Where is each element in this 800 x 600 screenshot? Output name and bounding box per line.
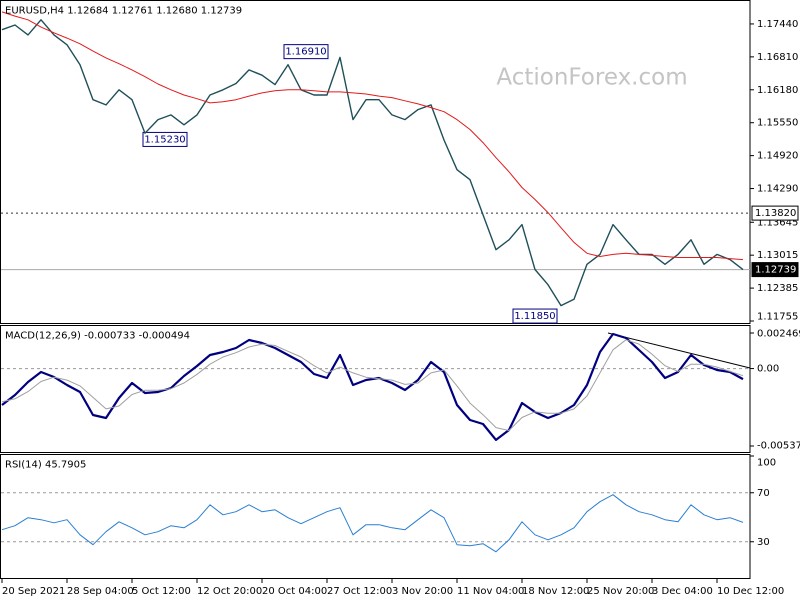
macd-trendline xyxy=(607,332,751,369)
y-tick-label: 1.13645 xyxy=(757,217,798,228)
series-line xyxy=(1,332,744,441)
annotation-box xyxy=(142,131,188,147)
x-tick-label: 3 Dec 04:00 xyxy=(652,586,713,597)
x-tick-label: 20 Oct 04:00 xyxy=(262,586,327,597)
y-tick-label: 70 xyxy=(757,488,770,499)
x-tick-label: 10 Dec 12:00 xyxy=(717,586,784,597)
x-tick-label: 11 Nov 04:00 xyxy=(457,586,524,597)
x-tick-label: 18 Nov 12:00 xyxy=(522,586,589,597)
y-tick-label: 1.11755 xyxy=(757,312,798,323)
series-line xyxy=(1,19,744,307)
series-line xyxy=(1,494,744,553)
panel-title: MACD(12,26,9) -0.000733 -0.000494 xyxy=(5,331,190,342)
x-tick-label: 28 Sep 04:00 xyxy=(67,586,134,597)
annotation-label: 1.11850 xyxy=(514,311,555,322)
panel-frame xyxy=(0,0,751,324)
level-label: 1.13820 xyxy=(755,208,796,219)
watermark: ActionForex.com xyxy=(496,65,687,91)
y-tick-label: 1.12385 xyxy=(757,283,798,294)
panel-title: RSI(14) 45.7905 xyxy=(5,460,86,471)
y-tick-label: 1.14920 xyxy=(757,151,798,162)
y-tick-label: 100 xyxy=(757,458,776,469)
x-tick-label: 5 Oct 12:00 xyxy=(132,586,191,597)
y-tick-label: 1.17440 xyxy=(757,19,798,30)
series-line xyxy=(1,11,744,261)
y-tick-label: 1.15550 xyxy=(757,118,798,129)
annotation-label: 1.15230 xyxy=(144,134,185,145)
annotation-box xyxy=(512,308,558,324)
y-tick-label: 0.002469 xyxy=(757,329,800,340)
y-tick-label: 1.13015 xyxy=(757,250,798,261)
y-tick-label: 0.00 xyxy=(757,364,779,375)
x-tick-label: 20 Sep 2021 xyxy=(2,586,65,597)
x-tick-label: 27 Oct 12:00 xyxy=(327,586,392,597)
annotation-label: 1.16910 xyxy=(285,47,326,58)
panel-frame xyxy=(0,325,751,453)
panel-title: EURUSD,H4 1.12684 1.12761 1.12680 1.1273… xyxy=(5,6,242,17)
panel-frame xyxy=(0,454,751,579)
y-tick-label: 1.14290 xyxy=(757,184,798,195)
level-box xyxy=(751,262,799,278)
x-tick-label: 3 Nov 20:00 xyxy=(392,586,453,597)
annotation-box xyxy=(283,44,329,60)
y-tick-label: 1.16180 xyxy=(757,85,798,96)
y-tick-label: -0.005375 xyxy=(757,441,800,452)
x-tick-label: 12 Oct 20:00 xyxy=(197,586,262,597)
series-line xyxy=(1,339,744,431)
y-tick-label: 30 xyxy=(757,537,770,548)
level-box xyxy=(751,205,799,221)
x-tick-label: 25 Nov 20:00 xyxy=(587,586,654,597)
y-tick-label: 1.16810 xyxy=(757,52,798,63)
level-label: 1.12739 xyxy=(755,265,796,276)
